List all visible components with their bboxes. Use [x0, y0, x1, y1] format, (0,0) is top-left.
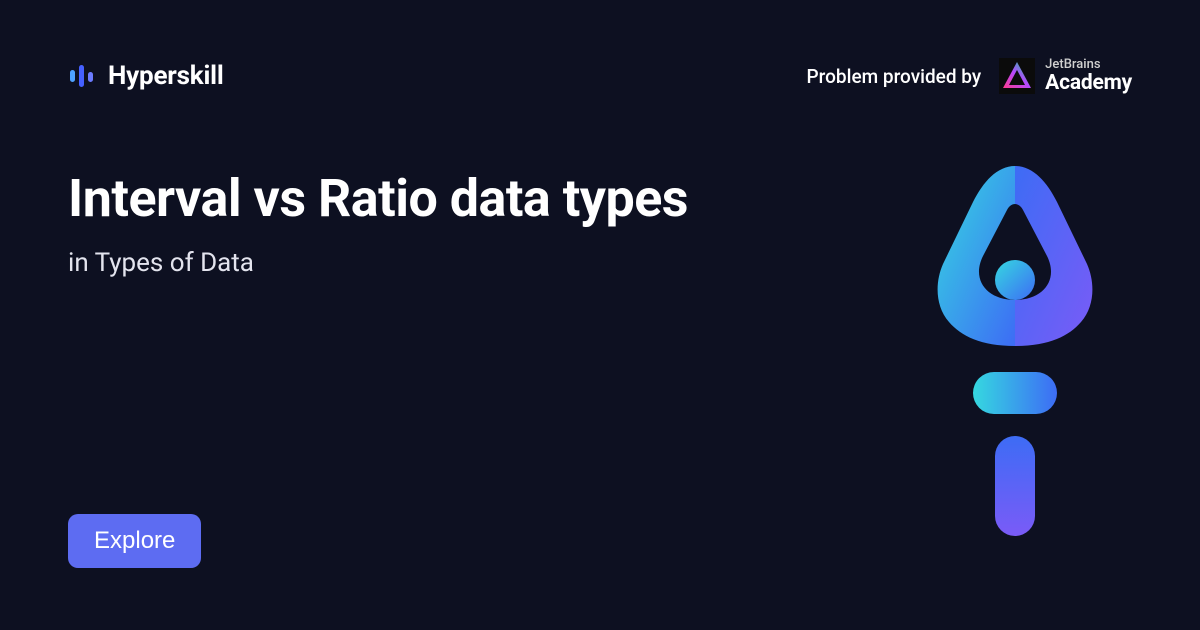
page-title: Interval vs Ratio data types [68, 168, 688, 229]
provider-badge: JetBrains Academy [999, 58, 1132, 94]
explore-button[interactable]: Explore [68, 514, 201, 568]
pen-nib-illustration-icon [915, 160, 1115, 540]
brand-name: Hyperskill [108, 61, 224, 91]
provider-label: Problem provided by [807, 65, 982, 88]
header: Hyperskill Problem provided by [68, 58, 1132, 94]
brand: Hyperskill [68, 61, 224, 91]
page-subtitle: in Types of Data [68, 248, 254, 278]
hyperskill-logo-icon [68, 62, 96, 90]
provider-big: Academy [1045, 72, 1132, 94]
provider-small: JetBrains [1045, 58, 1132, 72]
jetbrains-academy-icon [999, 58, 1035, 94]
provider: Problem provided by Je [807, 58, 1132, 94]
provider-text: JetBrains Academy [1045, 58, 1132, 94]
